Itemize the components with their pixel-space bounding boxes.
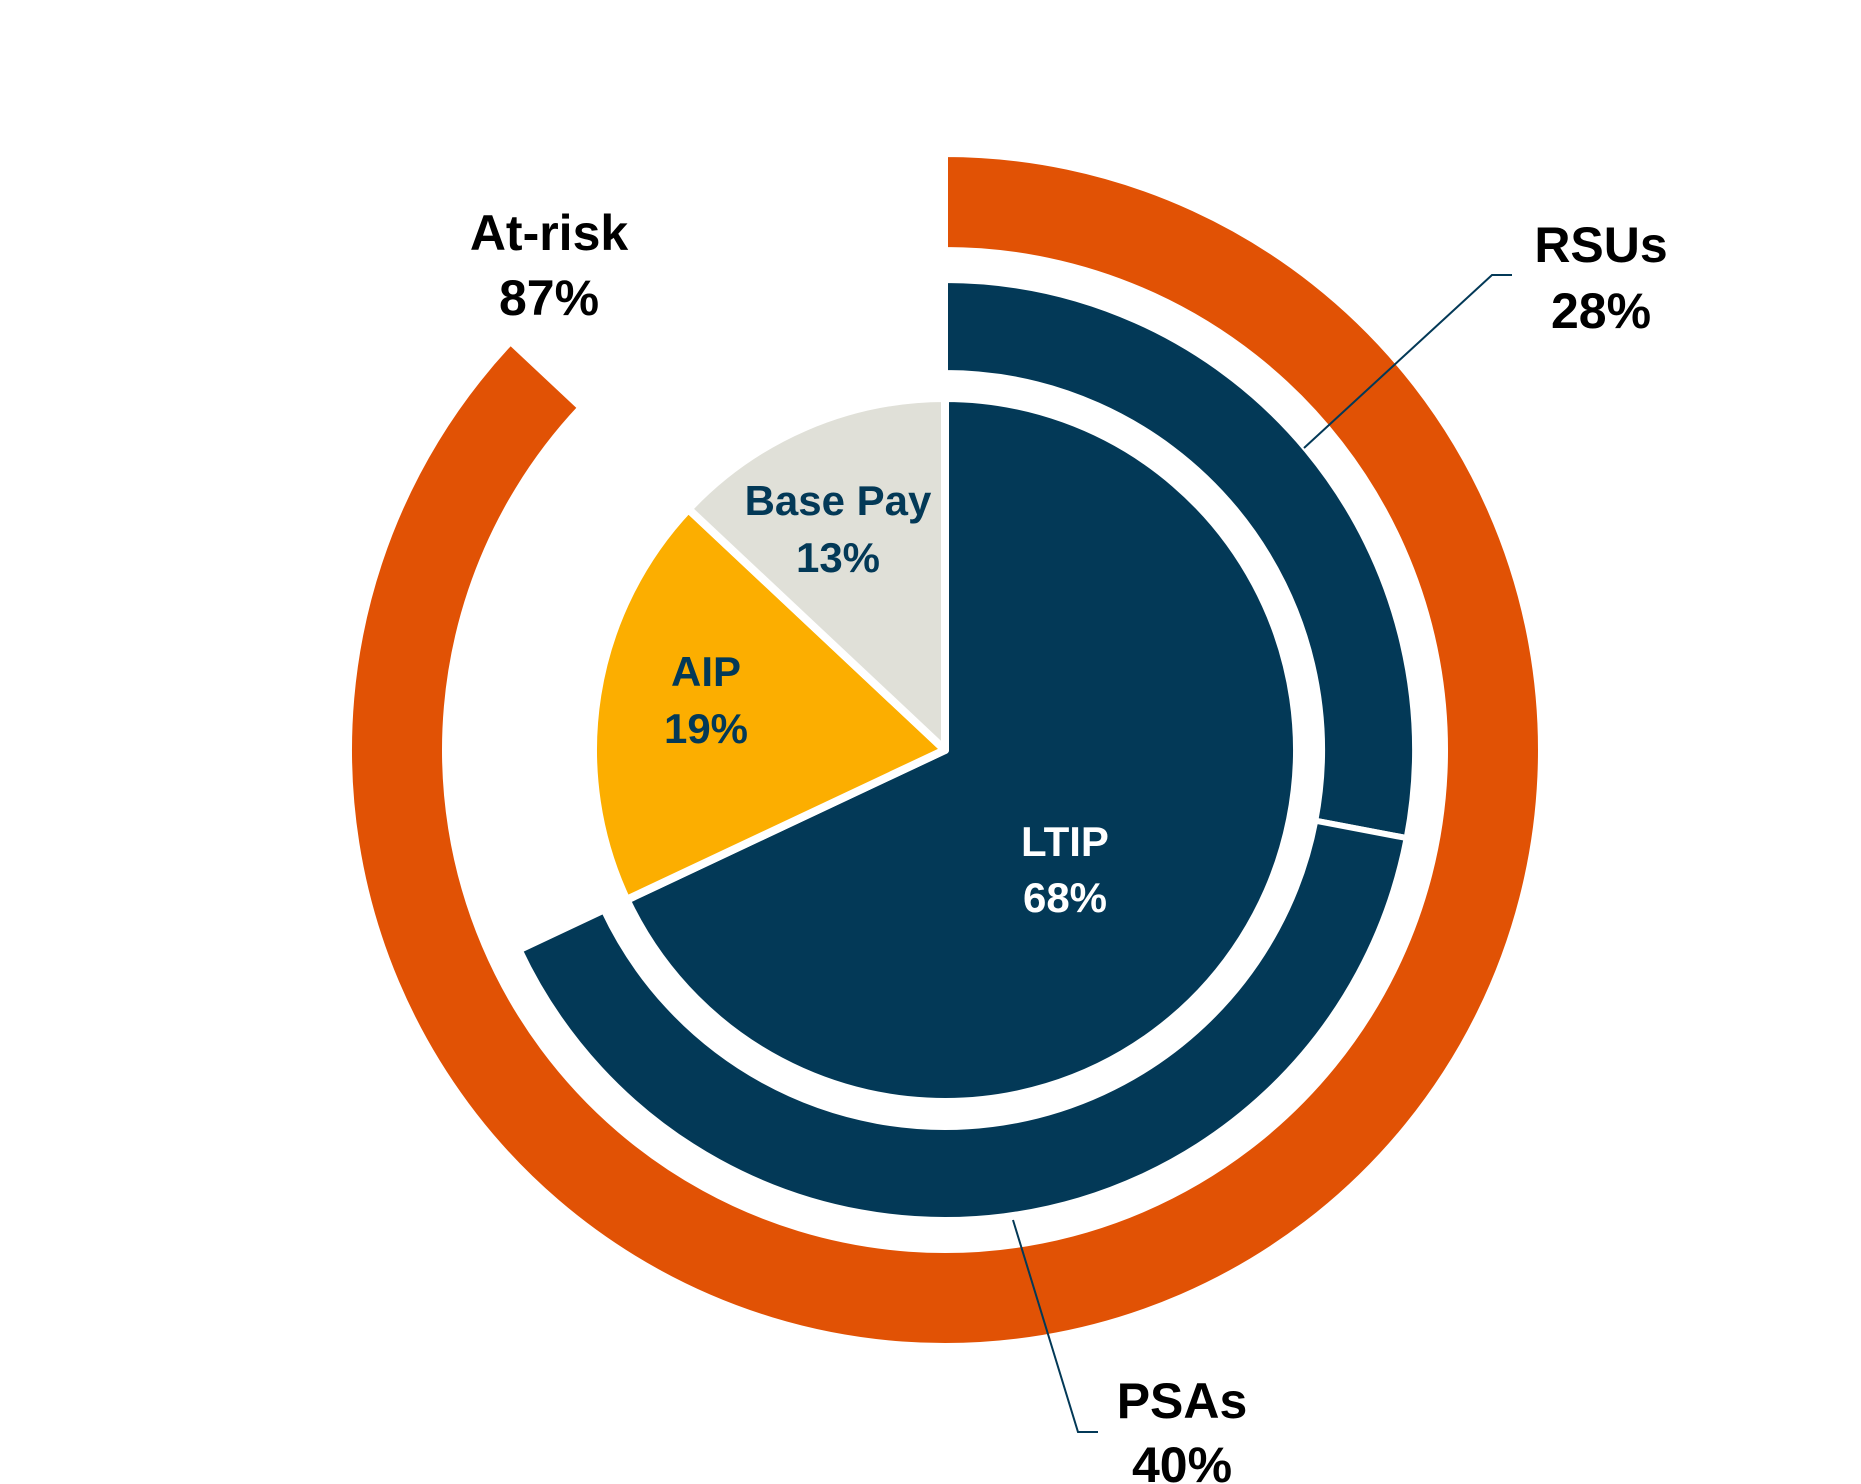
- label-psas-name: PSAs: [1117, 1373, 1248, 1429]
- label-base-pay-name: Base Pay: [745, 477, 932, 524]
- label-rsus-value: 28%: [1551, 283, 1651, 339]
- label-at-risk-name: At-risk: [470, 205, 629, 261]
- base-pay-slice: [684, 394, 949, 754]
- label-base-pay-value: 13%: [796, 534, 880, 581]
- ltip-slice: [622, 394, 1301, 1106]
- label-rsus-name: RSUs: [1534, 217, 1667, 273]
- psas-slice: [516, 817, 1410, 1223]
- label-ltip-value: 68%: [1023, 874, 1107, 921]
- leader-lines: [1012, 274, 1512, 1433]
- inner-pie: [589, 394, 1301, 1106]
- label-at-risk-value: 87%: [499, 270, 599, 326]
- middle-ring: [516, 277, 1419, 1223]
- label-aip-name: AIP: [671, 648, 741, 695]
- rsus-leader-line: [1303, 274, 1512, 449]
- rsus-slice: [942, 277, 1419, 842]
- label-ltip-name: LTIP: [1021, 818, 1109, 865]
- at-risk-slice: [346, 151, 1544, 1349]
- aip-slice: [589, 505, 949, 904]
- psas-leader-line: [1012, 1219, 1098, 1433]
- label-aip-value: 19%: [664, 705, 748, 752]
- outer-ring: [346, 151, 1544, 1349]
- label-psas-value: 40%: [1132, 1437, 1232, 1484]
